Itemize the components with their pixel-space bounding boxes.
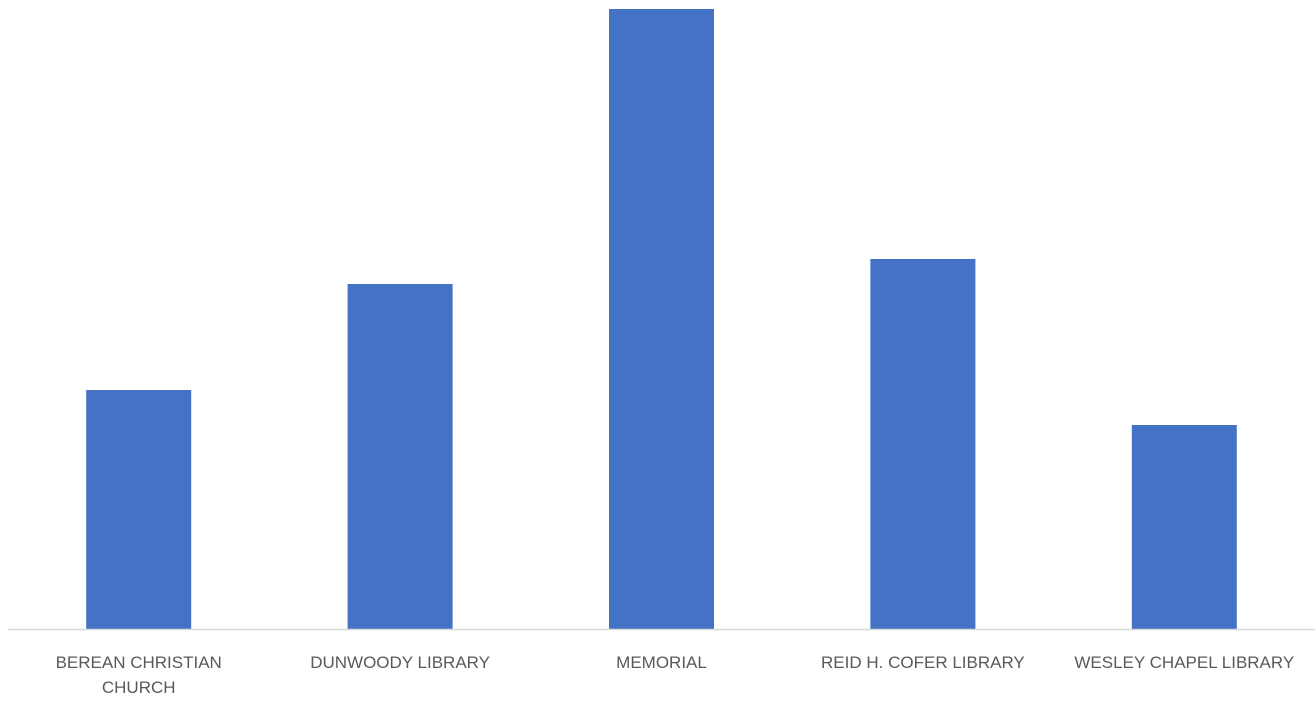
x-tick-label-3: REID H. COFER LIBRARY [821,653,1025,672]
bar-3 [870,259,976,629]
bar-1 [347,284,453,629]
bars-group [86,9,1237,629]
x-tick-label-line: BEREAN CHRISTIAN [56,653,222,672]
x-tick-label-2: MEMORIAL [616,653,707,672]
x-tick-label-0: BEREAN CHRISTIAN CHURCH [56,653,222,697]
x-tick-label-line: MEMORIAL [616,653,707,672]
x-tick-labels: BEREAN CHRISTIAN CHURCH DUNWOODY LIBRARY ME… [56,653,1295,697]
x-tick-label-line: DUNWOODY LIBRARY [310,653,490,672]
bar-2 [609,9,714,629]
x-tick-label-line: WESLEY CHAPEL LIBRARY [1074,653,1294,672]
bar-0 [86,390,192,629]
x-tick-label-1: DUNWOODY LIBRARY [310,653,490,672]
x-tick-label-line: REID H. COFER LIBRARY [821,653,1025,672]
x-tick-label-line: CHURCH [102,678,176,697]
x-tick-label-4: WESLEY CHAPEL LIBRARY [1074,653,1294,672]
bar-4 [1131,425,1237,629]
